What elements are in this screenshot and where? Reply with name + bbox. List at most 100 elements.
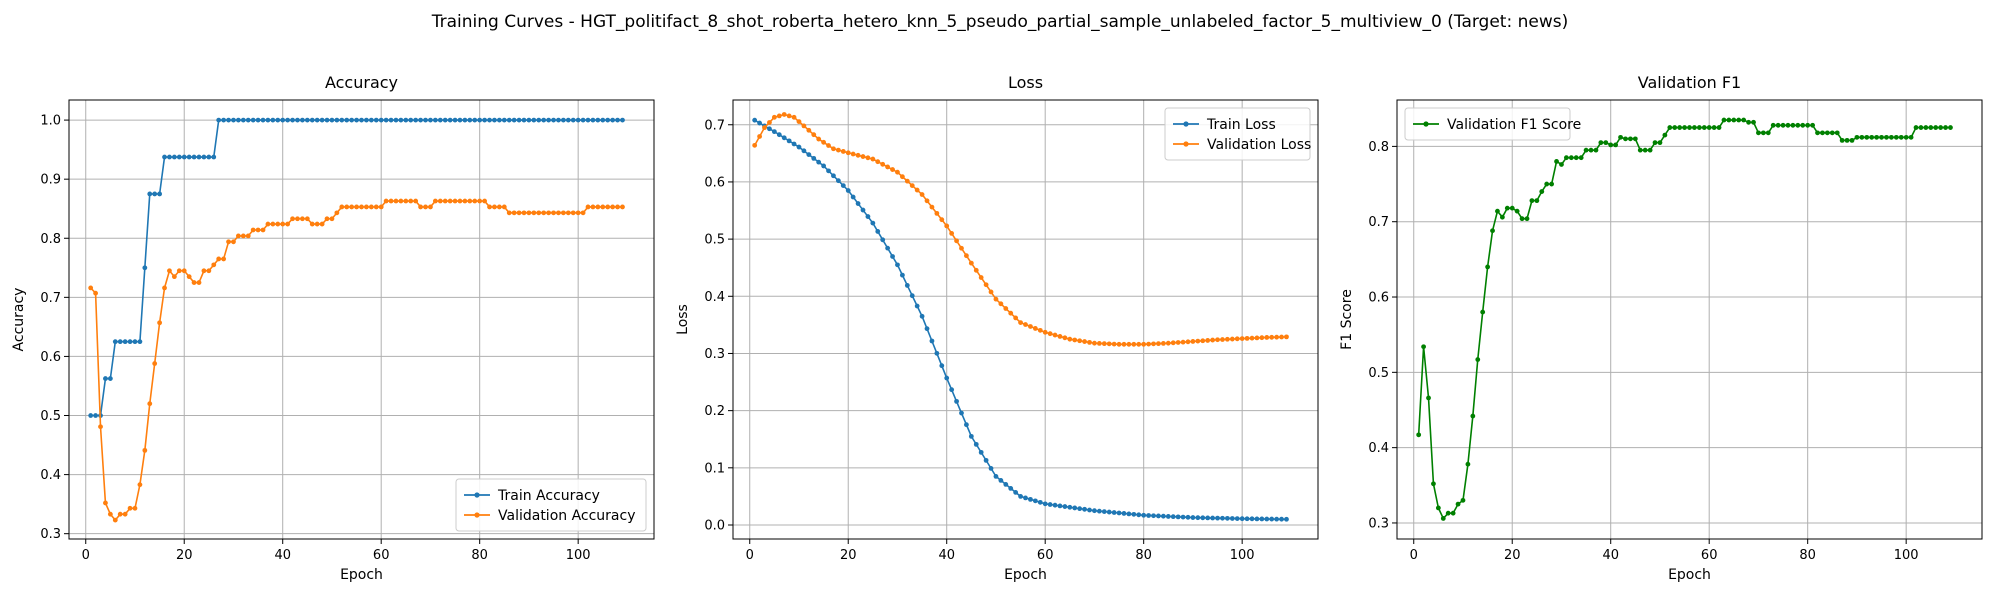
data-point [806, 152, 812, 158]
x-tick-label: 80 [1135, 548, 1152, 563]
data-point [590, 117, 596, 123]
data-point [767, 126, 772, 132]
data-point [526, 210, 532, 216]
data-point [176, 154, 182, 160]
data-point [531, 117, 537, 123]
data-point [556, 117, 561, 123]
data-point [472, 198, 478, 204]
data-point [1146, 513, 1152, 518]
data-point [1067, 336, 1073, 342]
data-point [821, 163, 827, 169]
y-tick-label: 0.4 [40, 468, 61, 483]
data-point [811, 132, 817, 138]
data-point [895, 169, 900, 175]
data-point [973, 441, 979, 447]
data-point [580, 117, 586, 123]
data-point [98, 424, 103, 430]
data-point [919, 313, 925, 319]
data-point [127, 339, 133, 345]
data-point [1047, 502, 1053, 507]
data-point [1170, 340, 1176, 346]
data-point [506, 210, 512, 216]
data-point [570, 210, 576, 216]
data-point [285, 117, 291, 123]
data-point [1834, 130, 1840, 136]
data-point [1623, 136, 1628, 142]
data-point [1578, 155, 1584, 161]
data-point [122, 339, 128, 345]
data-point [954, 238, 959, 244]
data-point [1185, 514, 1191, 520]
data-point [127, 505, 133, 511]
chart-panels: Accuracy 0 20 40 60 80 100 0.3 0.4 0.5 0.6 0.7 0.8 0.… [11, 73, 1983, 583]
y-tick-label: 0.8 [40, 232, 61, 247]
data-point [1426, 395, 1431, 401]
data-point [904, 178, 910, 184]
y-tick-label: 0.4 [704, 290, 725, 305]
data-point [1711, 125, 1717, 130]
data-point [993, 296, 999, 302]
data-point [1637, 147, 1643, 153]
data-point [171, 154, 177, 160]
data-point [1205, 515, 1211, 521]
y-tick-label: 0.4 [1368, 441, 1389, 456]
data-point [270, 117, 276, 123]
data-point [300, 117, 305, 123]
data-point [998, 301, 1004, 307]
data-point [511, 117, 517, 123]
data-point [1440, 516, 1446, 521]
data-point [245, 233, 251, 239]
data-point [442, 117, 448, 123]
data-point [575, 117, 581, 123]
data-point [216, 256, 222, 262]
data-point [551, 117, 556, 123]
data-point [890, 167, 895, 172]
data-point [1499, 214, 1505, 220]
data-point [752, 117, 758, 123]
x-tick-label: 40 [938, 548, 955, 563]
data-point [1938, 125, 1944, 130]
data-point [457, 117, 463, 123]
data-point [978, 275, 984, 280]
data-point [860, 207, 866, 213]
data-point [565, 210, 571, 216]
data-point [1642, 147, 1648, 153]
data-point [1096, 341, 1102, 346]
data-point [403, 117, 409, 123]
data-point [1677, 125, 1683, 130]
y-tick-label: 0.3 [704, 347, 725, 362]
data-point [418, 117, 423, 123]
data-point [211, 154, 217, 160]
data-point [949, 230, 955, 236]
data-point [1687, 125, 1692, 130]
data-point [1534, 198, 1540, 204]
data-point [1682, 125, 1687, 130]
x-tick-label: 20 [176, 548, 193, 563]
data-point [1229, 336, 1235, 342]
data-point [1008, 486, 1014, 491]
data-point [472, 117, 478, 123]
data-point [516, 117, 522, 123]
data-point [1175, 514, 1181, 520]
data-point [1284, 334, 1289, 340]
legend-box [1164, 107, 1311, 161]
data-point [781, 135, 787, 141]
data-point [1254, 335, 1260, 341]
data-point [1146, 341, 1152, 347]
data-point [585, 117, 591, 123]
data-point [880, 161, 886, 167]
y-tick-label: 0.6 [40, 350, 61, 365]
data-point [1057, 503, 1063, 509]
data-point [1032, 326, 1038, 331]
data-point [1760, 130, 1766, 136]
data-point [211, 262, 217, 268]
x-tick-label: 40 [1602, 548, 1619, 563]
data-point [1820, 130, 1825, 136]
series-validation-f1-score [1416, 117, 1953, 521]
data-point [620, 117, 625, 123]
data-point [1785, 122, 1791, 128]
data-point [850, 151, 856, 157]
data-point [501, 117, 507, 123]
data-point [1864, 134, 1870, 140]
data-point [1657, 140, 1663, 146]
